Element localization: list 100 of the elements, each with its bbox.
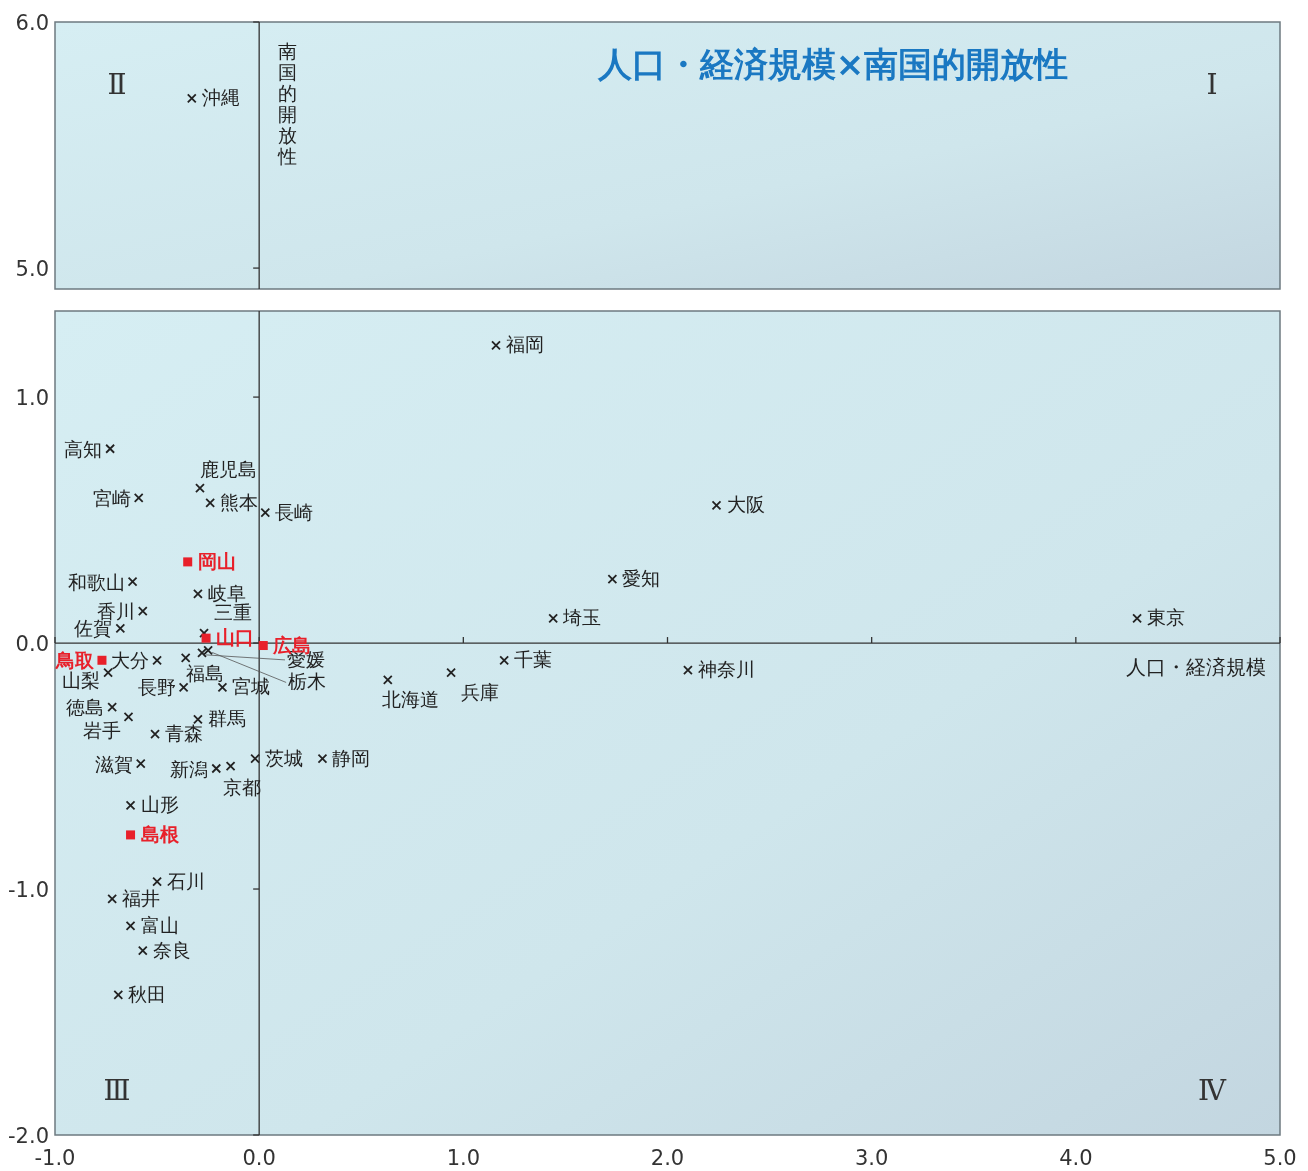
annotation: 山形 bbox=[140, 793, 179, 816]
annotation: 福井 bbox=[122, 886, 161, 909]
annotation: 長崎 bbox=[275, 500, 314, 523]
y-tick-label: 0.0 bbox=[15, 632, 49, 657]
point bbox=[683, 665, 693, 676]
annotation: 長野 bbox=[137, 676, 176, 699]
annotation: 福岡 bbox=[506, 333, 544, 356]
annotation: 埼玉 bbox=[562, 606, 602, 629]
point bbox=[548, 613, 559, 624]
annotation: 東京 bbox=[1147, 606, 1186, 629]
annotation: 石川 bbox=[167, 869, 206, 892]
annotation: 神奈川 bbox=[697, 658, 755, 681]
text: 人口・経済規模×南国的開放性 bbox=[596, 44, 1069, 84]
annotation: 岡山 bbox=[197, 549, 236, 572]
y-tick-label: 6.0 bbox=[15, 11, 49, 35]
annotation: 大阪 bbox=[726, 493, 765, 516]
annotation: 三重 bbox=[214, 601, 253, 624]
y-axis-title: 南国的開放性 bbox=[276, 40, 297, 167]
point bbox=[205, 497, 216, 508]
point bbox=[103, 667, 113, 678]
annotation: 岐阜 bbox=[207, 581, 246, 604]
annotation: 鹿児島 bbox=[199, 458, 257, 481]
annotation: 栃木 bbox=[288, 670, 327, 693]
annotation: 大分 bbox=[111, 649, 150, 672]
point bbox=[125, 921, 136, 931]
annotation: 北海道 bbox=[381, 687, 439, 710]
annotation: 徳島 bbox=[66, 696, 105, 719]
y-tick-label: 1.0 bbox=[15, 386, 49, 411]
annotation: 愛知 bbox=[622, 567, 661, 590]
annotation: 兵庫 bbox=[461, 680, 500, 703]
point bbox=[258, 641, 268, 651]
y-tick-label: 5.0 bbox=[15, 257, 49, 282]
point bbox=[113, 989, 124, 1000]
x-tick-label: 2.0 bbox=[650, 1146, 685, 1170]
point bbox=[126, 830, 136, 840]
point bbox=[178, 682, 189, 693]
annotation: 新潟 bbox=[170, 757, 209, 780]
annotation: 沖縄 bbox=[201, 86, 240, 109]
point bbox=[125, 800, 136, 811]
point bbox=[137, 945, 148, 956]
annotation: 富山 bbox=[140, 913, 179, 936]
point bbox=[115, 623, 126, 634]
point bbox=[193, 714, 203, 725]
point bbox=[225, 761, 236, 771]
point bbox=[317, 753, 328, 764]
point bbox=[135, 758, 146, 769]
annotation: Ⅱ bbox=[107, 68, 127, 101]
annotation: 青森 bbox=[165, 722, 204, 745]
point bbox=[107, 893, 118, 904]
point bbox=[152, 876, 162, 887]
point bbox=[195, 483, 205, 493]
point bbox=[152, 655, 162, 666]
x-tick-label: -1.0 bbox=[34, 1146, 76, 1170]
point bbox=[217, 682, 228, 693]
x-axis-title: 人口・経済規模 bbox=[1126, 655, 1266, 680]
annotation: 奈良 bbox=[152, 938, 191, 961]
point bbox=[180, 652, 191, 663]
point bbox=[193, 588, 203, 599]
point bbox=[137, 606, 148, 616]
point bbox=[201, 633, 211, 643]
y-tick-label: -2.0 bbox=[8, 1124, 49, 1148]
annotation: 高知 bbox=[64, 437, 103, 460]
point bbox=[260, 507, 271, 518]
x-tick-label: 3.0 bbox=[854, 1146, 889, 1170]
annotation: 滋賀 bbox=[94, 752, 133, 775]
annotation: 島根 bbox=[140, 822, 180, 845]
annotation: Ⅳ bbox=[1198, 1074, 1228, 1107]
point bbox=[97, 655, 107, 665]
annotation: Ⅰ bbox=[1206, 68, 1218, 101]
point bbox=[211, 763, 222, 774]
point bbox=[107, 702, 118, 712]
point bbox=[199, 628, 209, 639]
annotation: 熊本 bbox=[220, 490, 259, 513]
point bbox=[150, 729, 160, 739]
annotation: 和歌山 bbox=[67, 570, 125, 593]
point bbox=[1132, 613, 1142, 624]
annotation: Ⅲ bbox=[103, 1074, 131, 1107]
y-tick-label: -1.0 bbox=[8, 878, 49, 903]
x-tick-label: 4.0 bbox=[1059, 1146, 1093, 1170]
annotation: 群馬 bbox=[207, 707, 246, 730]
annotation: 茨城 bbox=[265, 746, 304, 769]
x-tick-label: 0.0 bbox=[242, 1146, 276, 1170]
point bbox=[123, 711, 134, 722]
point bbox=[382, 675, 393, 685]
annotation: 福島 bbox=[185, 661, 224, 684]
point bbox=[491, 340, 501, 351]
point bbox=[446, 667, 456, 678]
x-tick-label: 5.0 bbox=[1263, 1146, 1297, 1170]
annotation: 秋田 bbox=[128, 982, 167, 1005]
point bbox=[607, 574, 618, 585]
point bbox=[250, 753, 260, 764]
point bbox=[499, 655, 510, 666]
annotation: 岩手 bbox=[82, 718, 121, 741]
point bbox=[183, 557, 193, 567]
point bbox=[133, 493, 144, 503]
annotation: 山口 bbox=[216, 626, 255, 649]
annotation: 宮崎 bbox=[92, 486, 131, 509]
x-tick-label: 1.0 bbox=[446, 1146, 481, 1170]
annotation: 静岡 bbox=[332, 746, 371, 769]
annotation: 千葉 bbox=[514, 648, 553, 671]
